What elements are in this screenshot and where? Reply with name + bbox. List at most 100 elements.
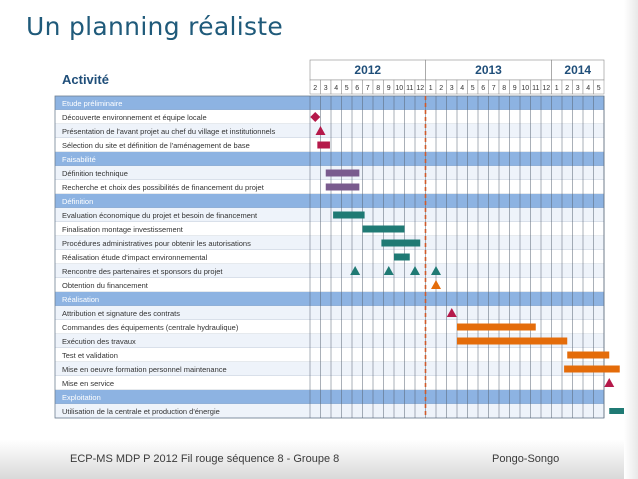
year-label: 2014 [564,63,591,77]
task-label: Découverte environnement et équipe local… [62,113,207,122]
month-label: 6 [355,85,359,92]
month-label: 9 [387,85,391,92]
task-label: Exécution des travaux [62,337,136,346]
section-band [55,292,604,306]
section-band [55,152,604,166]
task-label: Rencontre des partenaires et sponsors du… [62,267,223,276]
task-row [55,250,604,264]
section-label: Réalisation [62,295,99,304]
section-band [55,194,604,208]
task-row [55,208,604,222]
task-row [55,110,604,124]
section-label: Etude préliminaire [62,99,122,108]
month-label: 4 [586,85,590,92]
task-label: Définition technique [62,169,128,178]
task-label: Obtention du financement [62,281,149,290]
month-label: 11 [532,85,539,92]
task-label: Attribution et signature des contrats [62,309,180,318]
task-bar-arrow [609,408,638,414]
task-label: Utilisation de la centrale et production… [62,407,220,416]
task-bar [381,239,421,247]
milestone-triangle-icon [446,308,457,317]
milestone-triangle-icon [315,126,326,135]
task-row [55,278,604,292]
task-row [55,306,604,320]
task-label: Présentation de l'avant projet au chef d… [62,127,275,136]
task-label: Recherche et choix des possibilités de f… [62,183,265,192]
section-label: Faisabilité [62,155,96,164]
month-label: 6 [481,85,485,92]
month-label: 5 [345,85,349,92]
task-bar [317,141,330,149]
month-label: 1 [555,85,559,92]
milestone-triangle-icon [604,378,615,387]
month-label: 8 [376,85,380,92]
month-label: 3 [450,85,454,92]
footer-project-name: Pongo-Songo [492,453,560,465]
section-label: Définition [62,197,93,206]
slide-edge-shade [624,0,638,479]
month-label: 3 [324,85,328,92]
task-bar [325,169,360,177]
task-row [55,264,604,278]
task-label: Mise en service [62,379,114,388]
task-bar [362,225,405,233]
month-label: 10 [521,85,529,92]
task-bar [567,351,610,359]
month-label: 12 [416,85,424,92]
task-label: Evaluation économique du projet et besoi… [62,211,258,220]
month-label: 2 [565,85,569,92]
task-label: Commandes des équipements (centrale hydr… [62,323,239,332]
month-label: 12 [542,85,550,92]
task-label: Mise en oeuvre formation personnel maint… [62,365,227,374]
task-label: Test et validation [62,351,118,360]
milestone-triangle-icon [383,266,394,275]
month-label: 7 [366,85,370,92]
month-header-cell [593,79,605,95]
month-label: 10 [395,85,403,92]
month-label: 2 [313,85,317,92]
month-label: 5 [471,85,475,92]
task-bar [564,365,620,373]
activity-header: Activité [62,72,109,87]
month-label: 9 [513,85,517,92]
task-bar [325,183,360,191]
section-band [55,390,604,404]
task-label: Réalisation étude d'impact environnement… [62,253,208,262]
month-label: 4 [460,85,464,92]
task-label: Finalisation montage investissement [62,225,184,234]
milestone-triangle-icon [410,266,420,275]
task-label: Procédures administratives pour obtenir … [62,239,251,248]
task-row [55,348,604,362]
month-label: 4 [334,85,338,92]
task-bar [394,253,410,261]
task-row [55,124,604,138]
task-bar [457,323,536,331]
milestone-triangle-icon [431,266,441,275]
slide-title: Un planning réaliste [26,12,284,41]
task-row [55,222,604,236]
task-row [55,376,604,390]
month-label: 2 [439,85,443,92]
footer-bar [0,440,624,479]
task-bar [333,211,365,219]
month-label: 7 [492,85,496,92]
task-row [55,404,604,418]
month-label: 3 [576,85,580,92]
milestone-triangle-icon [350,266,361,275]
task-label: Sélection du site et définition de l'amé… [62,141,250,150]
section-label: Exploitation [62,393,101,402]
section-band [55,96,604,110]
task-row [55,236,604,250]
year-label: 2012 [354,63,381,77]
month-label: 8 [502,85,506,92]
year-label: 2013 [475,63,502,77]
milestone-diamond-icon [310,112,321,122]
month-label: 11 [406,85,413,92]
milestone-triangle-icon [431,280,441,289]
task-bar [457,337,568,345]
task-row [55,362,604,376]
month-label: 1 [429,85,433,92]
footer-course-info: ECP-MS MDP P 2012 Fil rouge séquence 8 -… [70,453,340,465]
